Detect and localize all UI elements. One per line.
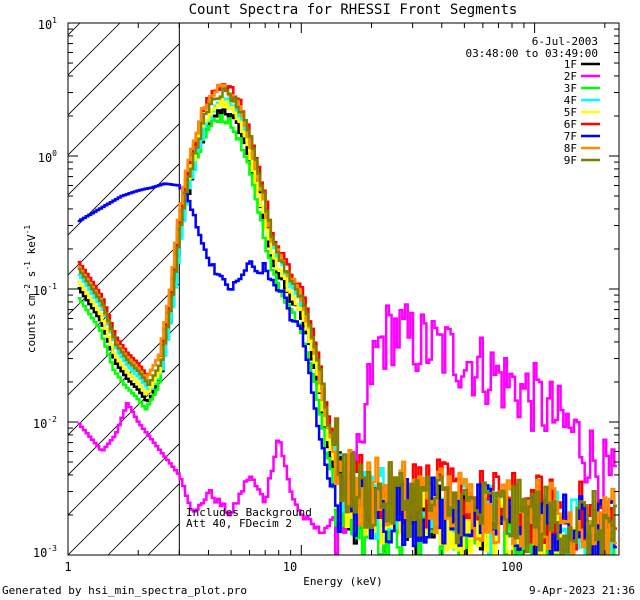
annotation-background: Includes Background <box>186 506 312 519</box>
y-tick-label: 10-2 <box>33 415 57 431</box>
y-tick-label: 10-3 <box>33 544 57 560</box>
y-tick-labels: 101 100 10-1 10-2 10-3 <box>33 16 57 560</box>
hatch-line <box>68 443 180 555</box>
time-range-label: 03:48:00 to 03:49:00 <box>466 47 598 60</box>
legend-label-7f: 7F <box>564 130 577 143</box>
y-tick-label: 100 <box>38 149 57 165</box>
legend-label-3f: 3F <box>564 82 577 95</box>
hatch-line <box>68 23 161 116</box>
y-tick-label: 101 <box>38 16 57 32</box>
chart-title: Count Spectra for RHESSI Front Segments <box>189 2 518 18</box>
legend-label-4f: 4F <box>564 94 577 107</box>
legend-label-5f: 5F <box>564 106 577 119</box>
hatch-line <box>68 363 180 476</box>
legend-label-1f: 1F <box>564 58 577 71</box>
hatch-line <box>68 83 180 196</box>
legend-label-2f: 2F <box>564 70 577 83</box>
hatch-line <box>68 43 180 156</box>
hatch-line <box>548 23 640 555</box>
x-tick-label: 100 <box>501 560 523 574</box>
x-tick-label: 1 <box>64 560 71 574</box>
series-line-9f <box>77 87 617 555</box>
x-tick-label: 10 <box>283 560 297 574</box>
date-label: 6-Jul-2003 <box>532 35 598 48</box>
footer-timestamp: 9-Apr-2023 21:36 <box>529 584 635 597</box>
x-tick-labels: 1 10 100 <box>64 560 522 574</box>
hatch-line <box>68 403 180 516</box>
legend-label-9f: 9F <box>564 154 577 167</box>
series-line-2f <box>77 303 617 555</box>
y-axis-label: counts cm-2 s-1 keV-1 <box>23 225 38 353</box>
annotation-attenuator: Att 40, FDecim 2 <box>186 517 292 530</box>
hatch-line <box>228 23 640 555</box>
hatch-line <box>107 483 180 555</box>
hatch-line <box>68 23 121 76</box>
series-layer <box>77 83 617 555</box>
footer-generated-by: Generated by hsi_min_spectra_plot.pro <box>2 584 247 597</box>
x-axis-label: Energy (keV) <box>303 575 382 588</box>
hatch-line <box>68 243 180 356</box>
y-tick-label: 10-1 <box>33 282 57 298</box>
axis-ticks <box>67 22 619 556</box>
legend-label-6f: 6F <box>564 118 577 131</box>
legend-label-8f: 8F <box>564 142 577 155</box>
